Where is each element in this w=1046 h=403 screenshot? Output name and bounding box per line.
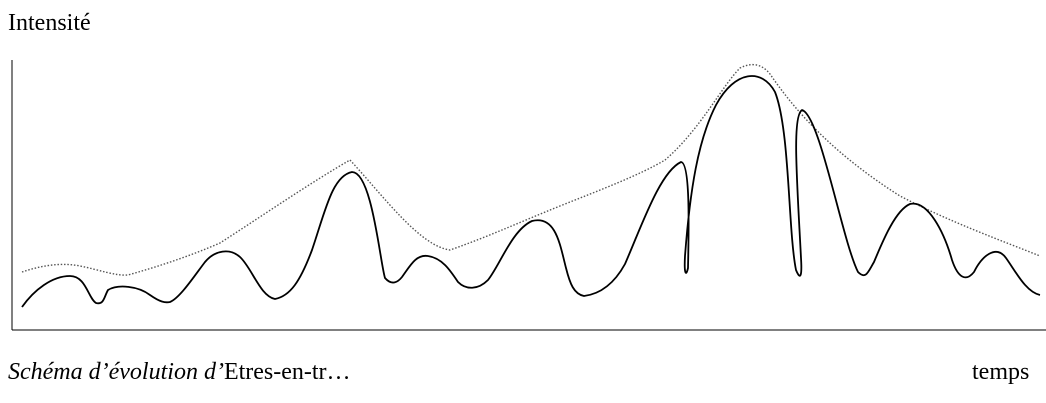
envelope-dotted-curve xyxy=(21,63,1041,276)
intensity-solid-curve xyxy=(21,75,1041,308)
diagram-caption: Schéma d’évolution d’Etres-en-tr… xyxy=(8,357,351,387)
x-axis-label: temps xyxy=(972,359,1030,385)
y-axis-label: Intensité xyxy=(8,10,91,36)
caption-upright-part: Etres-en-tr… xyxy=(223,359,351,385)
caption-italic-part: Schéma d’évolution d’ xyxy=(8,359,224,385)
